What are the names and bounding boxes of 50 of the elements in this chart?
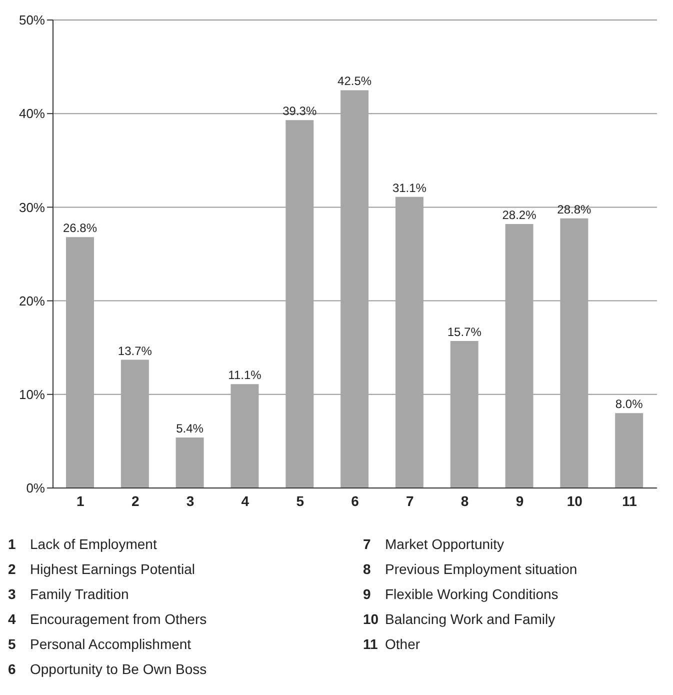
text: Highest Earnings Potential (30, 561, 195, 579)
x-tick-label: 5 (296, 492, 304, 509)
category-label: 8 (363, 561, 371, 577)
y-tick-label: 40% (18, 106, 46, 122)
data-label: 31.1% (392, 180, 427, 195)
x-tick-label: 9 (516, 492, 524, 509)
category-label: 10 (363, 611, 379, 627)
text: Encouragement from Others (30, 611, 207, 629)
data-label: 39.3% (282, 104, 317, 118)
x-tick-label: 3 (186, 492, 194, 509)
data-label: 11.1% (228, 368, 262, 382)
y-tick-label: 10% (18, 387, 46, 402)
data-label: 42.5% (338, 74, 372, 88)
x-tick-label: 11 (622, 492, 638, 509)
text: Flexible Working Conditions (385, 586, 558, 604)
data-label: 28.2% (502, 208, 537, 222)
data-label: 28.8% (557, 202, 592, 216)
y-tick-label: 50% (18, 12, 46, 28)
text: Market Opportunity (385, 536, 504, 554)
text: Lack of Employment (30, 536, 157, 554)
category-label: 9 (363, 586, 371, 602)
data-label: 26.8% (62, 221, 98, 236)
text: Family Tradition (30, 586, 129, 604)
category-label: 7 (363, 536, 371, 552)
text: Personal Accomplishment (30, 636, 192, 654)
data-label: 8.0% (615, 397, 644, 412)
text: Previous Employment situation (385, 561, 578, 579)
category-label: 11 (363, 636, 378, 652)
category-label: 3 (8, 586, 16, 602)
x-tick-label: 2 (131, 492, 140, 509)
text: Opportunity to Be Own Boss (30, 661, 207, 679)
x-tick-label: 4 (241, 492, 250, 509)
text: Balancing Work and Family (385, 611, 556, 629)
y-tick-label: 0% (26, 480, 46, 496)
data-label: 5.4% (176, 421, 204, 436)
y-tick-label: 30% (18, 200, 46, 215)
category-label: 6 (8, 661, 16, 677)
data-label: 15.7% (447, 325, 482, 340)
x-tick-label: 7 (406, 492, 414, 509)
x-tick-label: 8 (460, 492, 469, 509)
x-tick-label: 1 (76, 492, 85, 509)
x-tick-label: 6 (351, 492, 360, 509)
category-label: 4 (8, 611, 16, 627)
category-label: 5 (8, 636, 16, 652)
category-label: 2 (8, 561, 16, 577)
category-label: 1 (8, 536, 16, 552)
data-label: 13.7% (118, 344, 152, 358)
y-tick-label: 20% (18, 293, 46, 308)
x-tick-label: 10 (566, 492, 583, 509)
text: Other (385, 636, 420, 654)
